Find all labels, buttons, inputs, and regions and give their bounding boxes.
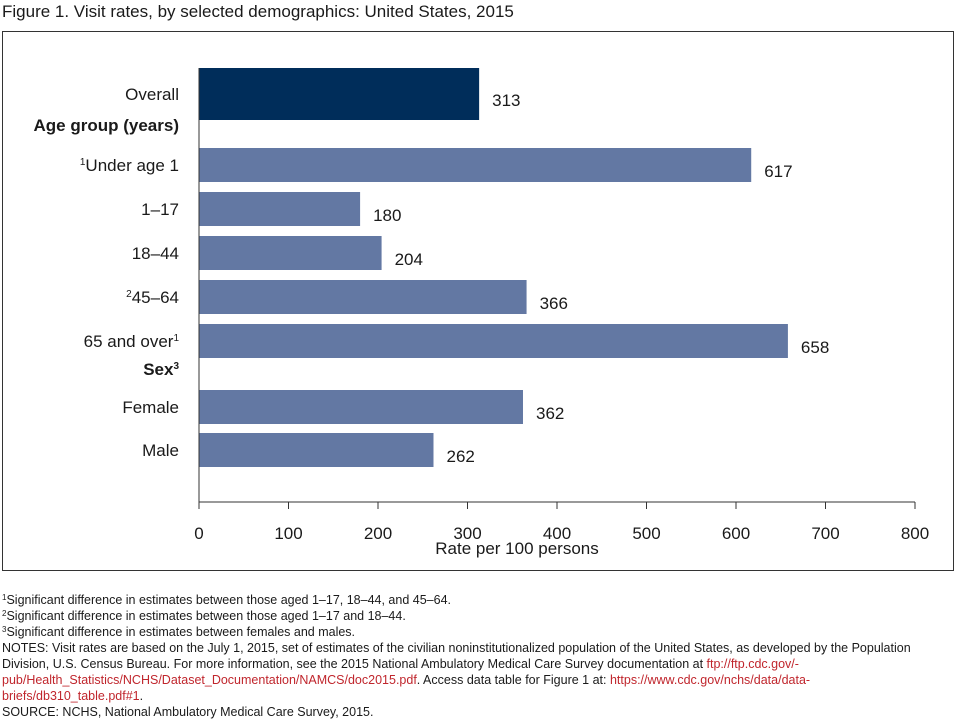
x-tick-label-6: 600: [722, 524, 750, 543]
value-label-6: 362: [536, 404, 564, 423]
value-label-4: 366: [540, 294, 568, 313]
category-label-6: Female: [122, 398, 179, 417]
footnote-3: 3Significant difference in estimates bet…: [2, 625, 356, 639]
bar-1: [199, 148, 752, 182]
x-tick-label-0: 0: [194, 524, 203, 543]
bar-0: [199, 68, 480, 120]
category-label-5: 65 and over1: [84, 332, 180, 351]
category-label-4: 245–64: [126, 288, 179, 307]
value-label-3: 204: [395, 250, 423, 269]
value-label-0: 313: [492, 91, 520, 110]
x-axis-title: Rate per 100 persons: [435, 539, 599, 558]
bar-chart: 313 617 180 204 366 658 362 262 0 100 200 300 400 50…: [34, 68, 929, 558]
x-tick-label-1: 100: [274, 524, 302, 543]
value-label-7: 262: [446, 447, 474, 466]
bar-6: [199, 390, 523, 424]
x-tick-label-5: 500: [632, 524, 660, 543]
bar-3: [199, 236, 382, 270]
x-tick-label-3: 300: [453, 524, 481, 543]
chart-frame: 313 617 180 204 366 658 362 262 0 100 200 300 400 50…: [2, 31, 954, 571]
x-tick-label-2: 200: [364, 524, 392, 543]
category-label-2: 1–17: [141, 200, 179, 219]
group-heading-0: Age group (years): [34, 116, 179, 135]
x-tick-label-4: 400: [543, 524, 571, 543]
x-tick-label-7: 700: [811, 524, 839, 543]
value-label-1: 617: [764, 162, 792, 181]
value-label-2: 180: [373, 206, 401, 225]
bar-7: [199, 433, 434, 467]
footnote-1: 1Significant difference in estimates bet…: [2, 593, 451, 607]
bar-4: [199, 280, 527, 314]
category-label-7: Male: [142, 441, 179, 460]
bar-2: [199, 192, 361, 226]
group-heading-1: Sex3: [143, 360, 179, 379]
value-label-5: 658: [801, 338, 829, 357]
x-tick-label-8: 800: [901, 524, 929, 543]
bar-5: [199, 324, 788, 358]
category-label-0: Overall: [125, 85, 179, 104]
footnotes: 1Significant difference in estimates bet…: [2, 592, 942, 720]
source-note: SOURCE: NCHS, National Ambulatory Medica…: [2, 705, 374, 719]
category-label-3: 18–44: [132, 244, 179, 263]
figure-title: Figure 1. Visit rates, by selected demog…: [2, 2, 514, 21]
data-table-link[interactable]: https://www.cdc.gov/nchs/data/data-brief…: [2, 673, 811, 703]
category-label-1: 1Under age 1: [80, 156, 179, 175]
footnote-2: 2Significant difference in estimates bet…: [2, 609, 406, 623]
documentation-link[interactable]: ftp://ftp.cdc.gov/-pub/Health_Statistics…: [2, 657, 799, 687]
notes-paragraph: NOTES: Visit rates are based on the July…: [2, 641, 911, 703]
